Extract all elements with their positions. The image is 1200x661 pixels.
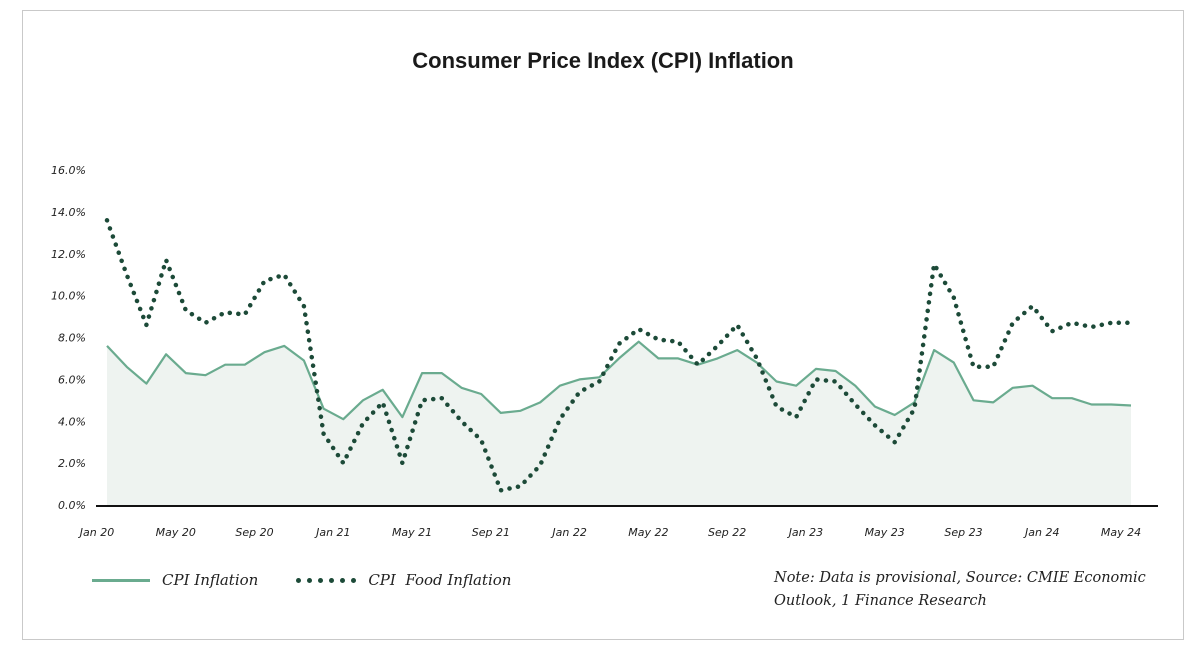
x-tick-label: May 22 — [628, 526, 668, 539]
x-tick-label: May 24 — [1101, 526, 1141, 539]
series-area-0 — [107, 341, 1131, 505]
x-tick-label: Jan 23 — [787, 526, 823, 539]
y-tick-labels: 0.0% 2.0% 4.0% 6.0% 8.0% 10.0% 12.0% 14.0% 16.0% — [51, 164, 86, 512]
series-layer — [104, 218, 1134, 493]
x-tick-label: Sep 21 — [472, 526, 510, 539]
legend-label-food: CPI Food Inflation — [368, 571, 512, 589]
y-tick-label: 0.0% — [58, 499, 86, 512]
series-line-food-inflation — [104, 218, 1134, 493]
legend-item-cpi: CPI Inflation — [92, 571, 258, 589]
x-tick-label: Sep 22 — [708, 526, 746, 539]
x-tick-label: Sep 20 — [235, 526, 273, 539]
x-tick-label: Jan 24 — [1023, 526, 1059, 539]
legend-swatch-solid-line — [92, 578, 150, 582]
x-tick-label: May 21 — [392, 526, 432, 539]
chart-frame — [22, 10, 1184, 640]
legend-swatch-dotted-line — [296, 577, 357, 583]
series-line-cpi-inflation — [106, 340, 1132, 421]
x-tick-label: Jan 21 — [314, 526, 350, 539]
source-note: Note: Data is provisional, Source: CMIE … — [774, 570, 1146, 609]
chart-title: Consumer Price Index (CPI) Inflation — [412, 48, 794, 73]
x-tick-label: May 23 — [865, 526, 905, 539]
x-tick-label: May 20 — [156, 526, 196, 539]
y-tick-label: 10.0% — [51, 290, 86, 303]
x-tick-label: Jan 20 — [78, 526, 114, 539]
y-tick-label: 14.0% — [51, 206, 86, 219]
x-tick-label: Jan 22 — [550, 526, 586, 539]
area-layer — [107, 341, 1131, 505]
y-tick-label: 16.0% — [51, 164, 86, 177]
y-tick-label: 12.0% — [51, 248, 86, 261]
y-tick-label: 4.0% — [58, 415, 86, 428]
y-tick-label: 6.0% — [58, 373, 86, 386]
x-tick-label: Sep 23 — [944, 526, 982, 539]
legend-item-food: CPI Food Inflation — [296, 571, 511, 589]
legend-label-cpi: CPI Inflation — [162, 571, 259, 589]
legend: CPI Inflation CPI Food Inflation — [92, 568, 549, 592]
x-tick-labels: Jan 20 May 20 Sep 20 Jan 21 May 21 Sep 21 Jan … — [78, 526, 1141, 539]
y-tick-label: 8.0% — [58, 332, 86, 345]
y-tick-label: 2.0% — [58, 457, 86, 470]
